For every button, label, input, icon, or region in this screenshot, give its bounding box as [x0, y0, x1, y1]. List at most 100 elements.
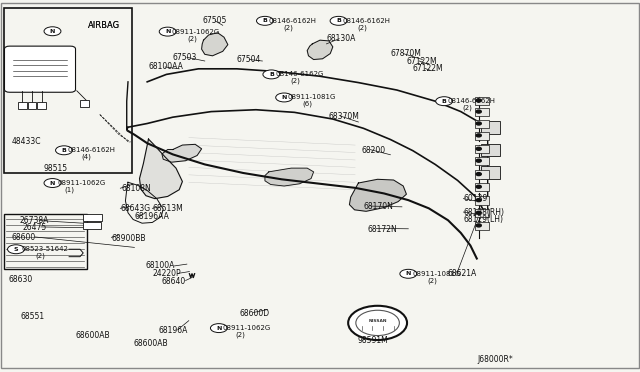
- Ellipse shape: [400, 269, 417, 278]
- Bar: [481, 166, 500, 179]
- Text: 26475: 26475: [22, 223, 47, 232]
- Circle shape: [476, 185, 481, 188]
- Text: J68000R*: J68000R*: [477, 355, 513, 364]
- Text: 68196A: 68196A: [159, 326, 188, 335]
- Bar: [475, 183, 489, 191]
- Circle shape: [476, 199, 481, 202]
- Ellipse shape: [257, 16, 273, 25]
- Text: N: N: [406, 271, 411, 276]
- FancyBboxPatch shape: [4, 46, 76, 92]
- Polygon shape: [265, 168, 314, 186]
- Bar: [4, 8, 132, 173]
- Text: 68100AA: 68100AA: [148, 62, 183, 71]
- Text: (4): (4): [81, 154, 91, 160]
- Bar: [475, 120, 489, 128]
- Text: (2): (2): [427, 277, 436, 284]
- Text: 68129(LH): 68129(LH): [463, 215, 504, 224]
- Text: AIRBAG: AIRBAG: [88, 21, 120, 30]
- Bar: [475, 222, 489, 230]
- Text: S: S: [13, 247, 19, 252]
- Bar: [475, 196, 489, 205]
- Text: 68172N: 68172N: [368, 225, 397, 234]
- Text: B: B: [269, 72, 274, 77]
- Text: 08911-1081G: 08911-1081G: [412, 271, 461, 277]
- Text: 68130A: 68130A: [326, 34, 356, 43]
- Circle shape: [348, 306, 407, 340]
- Text: 68513M: 68513M: [152, 204, 183, 213]
- Text: 08911-1081G: 08911-1081G: [288, 94, 337, 100]
- Text: 67503: 67503: [173, 53, 197, 62]
- Text: 08146-6162H: 08146-6162H: [448, 98, 496, 104]
- Text: 08911-1062G: 08911-1062G: [223, 325, 271, 331]
- Bar: [481, 144, 500, 156]
- Bar: [18, 102, 27, 109]
- Circle shape: [356, 310, 399, 336]
- Text: 68640: 68640: [161, 277, 186, 286]
- Text: 68600: 68600: [12, 233, 36, 242]
- Circle shape: [476, 110, 481, 113]
- Text: N: N: [165, 29, 170, 34]
- Polygon shape: [202, 33, 228, 56]
- Ellipse shape: [330, 16, 347, 25]
- Text: 98515: 98515: [44, 164, 68, 173]
- Text: 67504: 67504: [237, 55, 261, 64]
- Text: (6): (6): [302, 101, 312, 108]
- Circle shape: [476, 99, 481, 102]
- Text: 68370M: 68370M: [328, 112, 359, 121]
- Ellipse shape: [436, 97, 452, 106]
- Text: AIRBAG: AIRBAG: [88, 21, 120, 30]
- Text: 68551: 68551: [20, 312, 45, 321]
- Ellipse shape: [159, 27, 176, 36]
- Ellipse shape: [263, 70, 280, 79]
- Bar: [475, 209, 489, 217]
- Text: 08911-1062G: 08911-1062G: [58, 180, 106, 186]
- Text: 68196AA: 68196AA: [134, 212, 169, 221]
- Polygon shape: [140, 139, 182, 199]
- Text: 08911-1062G: 08911-1062G: [172, 29, 220, 35]
- Circle shape: [476, 224, 481, 227]
- Circle shape: [476, 147, 481, 150]
- Text: N: N: [50, 180, 55, 186]
- Text: 08146-6162H: 08146-6162H: [342, 18, 390, 24]
- Text: 08146-6162H: 08146-6162H: [68, 147, 116, 153]
- Bar: [481, 121, 500, 134]
- Text: (1): (1): [64, 186, 74, 193]
- Text: 68170N: 68170N: [364, 202, 394, 211]
- Circle shape: [476, 134, 481, 137]
- Text: 68600AB: 68600AB: [76, 331, 110, 340]
- Bar: [28, 102, 36, 109]
- Circle shape: [476, 159, 481, 162]
- Bar: [475, 132, 489, 140]
- Text: 08523-51642: 08523-51642: [22, 246, 68, 252]
- Text: 67870M: 67870M: [390, 49, 421, 58]
- Text: 68900BB: 68900BB: [111, 234, 146, 243]
- Text: NISSAN: NISSAN: [369, 320, 387, 323]
- Bar: [475, 170, 489, 179]
- Polygon shape: [307, 40, 333, 60]
- Polygon shape: [162, 144, 202, 162]
- Bar: [83, 222, 101, 229]
- Text: B: B: [336, 18, 341, 23]
- Ellipse shape: [276, 93, 292, 102]
- Text: 26738A: 26738A: [19, 216, 49, 225]
- Text: N: N: [50, 29, 55, 34]
- Bar: [37, 102, 46, 109]
- Text: 67505: 67505: [202, 16, 227, 25]
- Polygon shape: [349, 179, 406, 211]
- Text: 68100A: 68100A: [146, 262, 175, 270]
- Circle shape: [476, 211, 481, 214]
- Text: 98591M: 98591M: [357, 336, 388, 344]
- Ellipse shape: [211, 324, 227, 333]
- Bar: [83, 214, 102, 221]
- Text: (2): (2): [236, 331, 245, 338]
- Ellipse shape: [56, 146, 72, 155]
- Text: (2): (2): [187, 35, 196, 42]
- Text: 68200: 68200: [362, 146, 386, 155]
- Text: 68621A: 68621A: [448, 269, 477, 278]
- Text: B: B: [442, 99, 447, 104]
- Bar: [475, 157, 489, 165]
- Text: 68128(RH): 68128(RH): [463, 208, 504, 217]
- Ellipse shape: [44, 179, 61, 187]
- Circle shape: [476, 173, 481, 176]
- Text: 0B146-6162G: 0B146-6162G: [275, 71, 324, 77]
